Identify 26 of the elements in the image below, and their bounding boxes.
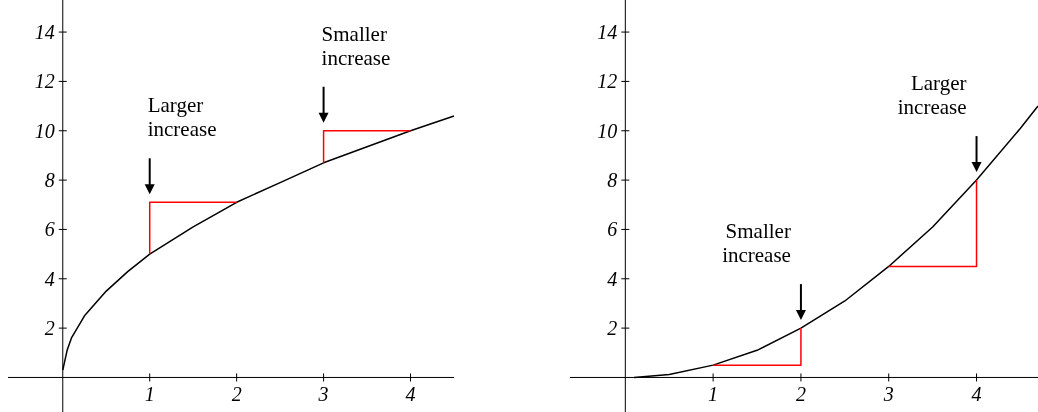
y-tick-label: 10 [34, 119, 55, 142]
x-tick-label: 3 [317, 383, 329, 406]
y-tick-label: 2 [607, 317, 618, 340]
x-tick-label: 4 [971, 383, 982, 406]
annotation: Smaller increase [321, 21, 391, 70]
y-tick-label: 6 [607, 218, 618, 241]
y-tick-label: 12 [34, 70, 55, 93]
x-tick-label: 3 [882, 383, 894, 406]
y-tick-label: 6 [44, 218, 55, 241]
y-tick-label: 4 [44, 267, 55, 290]
y-tick-label: 8 [44, 169, 55, 192]
x-tick-label: 1 [144, 383, 155, 406]
y-tick-label: 12 [597, 70, 618, 93]
y-tick-label: 8 [607, 169, 618, 192]
y-tick-label: 10 [597, 119, 618, 142]
y-tick-label: 4 [607, 267, 618, 290]
y-tick-label: 2 [44, 317, 55, 340]
x-tick-label: 2 [795, 383, 806, 406]
x-tick-label: 1 [708, 383, 719, 406]
y-tick-label: 14 [597, 21, 618, 44]
annotation: Smaller increase [722, 219, 791, 268]
x-tick-label: 2 [231, 383, 242, 406]
x-tick-label: 4 [405, 383, 416, 406]
annotation: Larger increase [897, 71, 967, 120]
y-tick-label: 14 [34, 21, 55, 44]
annotation: Larger increase [147, 93, 217, 142]
